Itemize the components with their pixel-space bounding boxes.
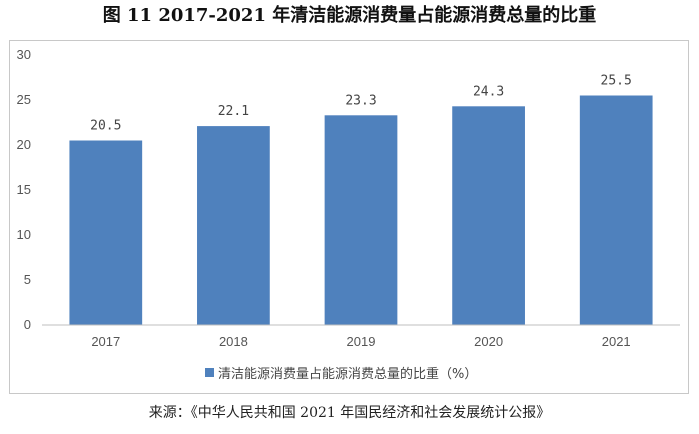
x-tick-label-2020: 2020 [474, 334, 503, 349]
x-tick-label-2018: 2018 [219, 334, 248, 349]
bar-2021 [579, 95, 653, 325]
y-tick-label: 5 [24, 272, 31, 287]
legend-label: 清洁能源消费量占能源消费总量的比重（%） [218, 366, 478, 382]
y-tick-label: 25 [17, 92, 31, 107]
y-tick-label: 20 [17, 137, 31, 152]
source-note: 来源：《中华人民共和国 2021 年国民经济和社会发展统计公报》 [148, 405, 551, 421]
bar-2019 [324, 115, 398, 325]
bars [69, 95, 653, 325]
data-labels: 20.5 22.1 23.3 24.3 25.5 [90, 74, 632, 134]
bar-2018 [197, 126, 270, 325]
chart-frame [9, 40, 689, 394]
x-axis-ticks: 2017 2018 2019 2020 2021 [91, 334, 630, 349]
x-tick-label-2021: 2021 [602, 334, 631, 349]
data-label-2018: 22.1 [218, 104, 249, 119]
legend: 清洁能源消费量占能源消费总量的比重（%） [205, 363, 478, 382]
x-tick-label-2017: 2017 [91, 334, 120, 349]
y-tick-label: 30 [17, 47, 31, 62]
data-label-2020: 24.3 [473, 84, 504, 99]
data-label-2017: 20.5 [90, 119, 121, 134]
bar-2020 [452, 106, 525, 325]
y-tick-label: 0 [24, 317, 31, 332]
y-tick-label: 15 [17, 182, 31, 197]
x-tick-label-2019: 2019 [347, 334, 376, 349]
chart-title: 图 11 2017-2021 年清洁能源消费量占能源消费总量的比重 [102, 5, 597, 26]
bar-2017 [69, 140, 143, 325]
y-tick-label: 10 [17, 227, 31, 242]
data-label-2019: 23.3 [345, 93, 376, 108]
legend-swatch [205, 367, 214, 377]
data-label-2021: 25.5 [601, 74, 632, 89]
y-axis-ticks: 0 5 10 15 20 25 30 [17, 47, 31, 332]
